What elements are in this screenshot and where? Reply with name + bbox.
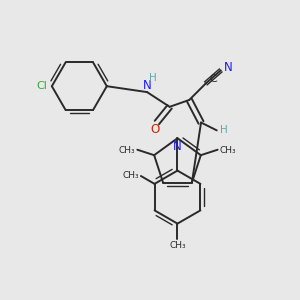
Text: H: H [220, 125, 227, 135]
Text: CH₃: CH₃ [220, 146, 236, 155]
Text: Cl: Cl [36, 81, 47, 91]
Text: C: C [209, 74, 217, 84]
Text: N: N [173, 140, 182, 153]
Text: O: O [150, 123, 160, 136]
Text: H: H [149, 74, 157, 83]
Text: CH₃: CH₃ [122, 170, 139, 179]
Text: CH₃: CH₃ [119, 146, 135, 155]
Text: N: N [224, 61, 232, 74]
Text: N: N [143, 79, 152, 92]
Text: CH₃: CH₃ [169, 241, 186, 250]
